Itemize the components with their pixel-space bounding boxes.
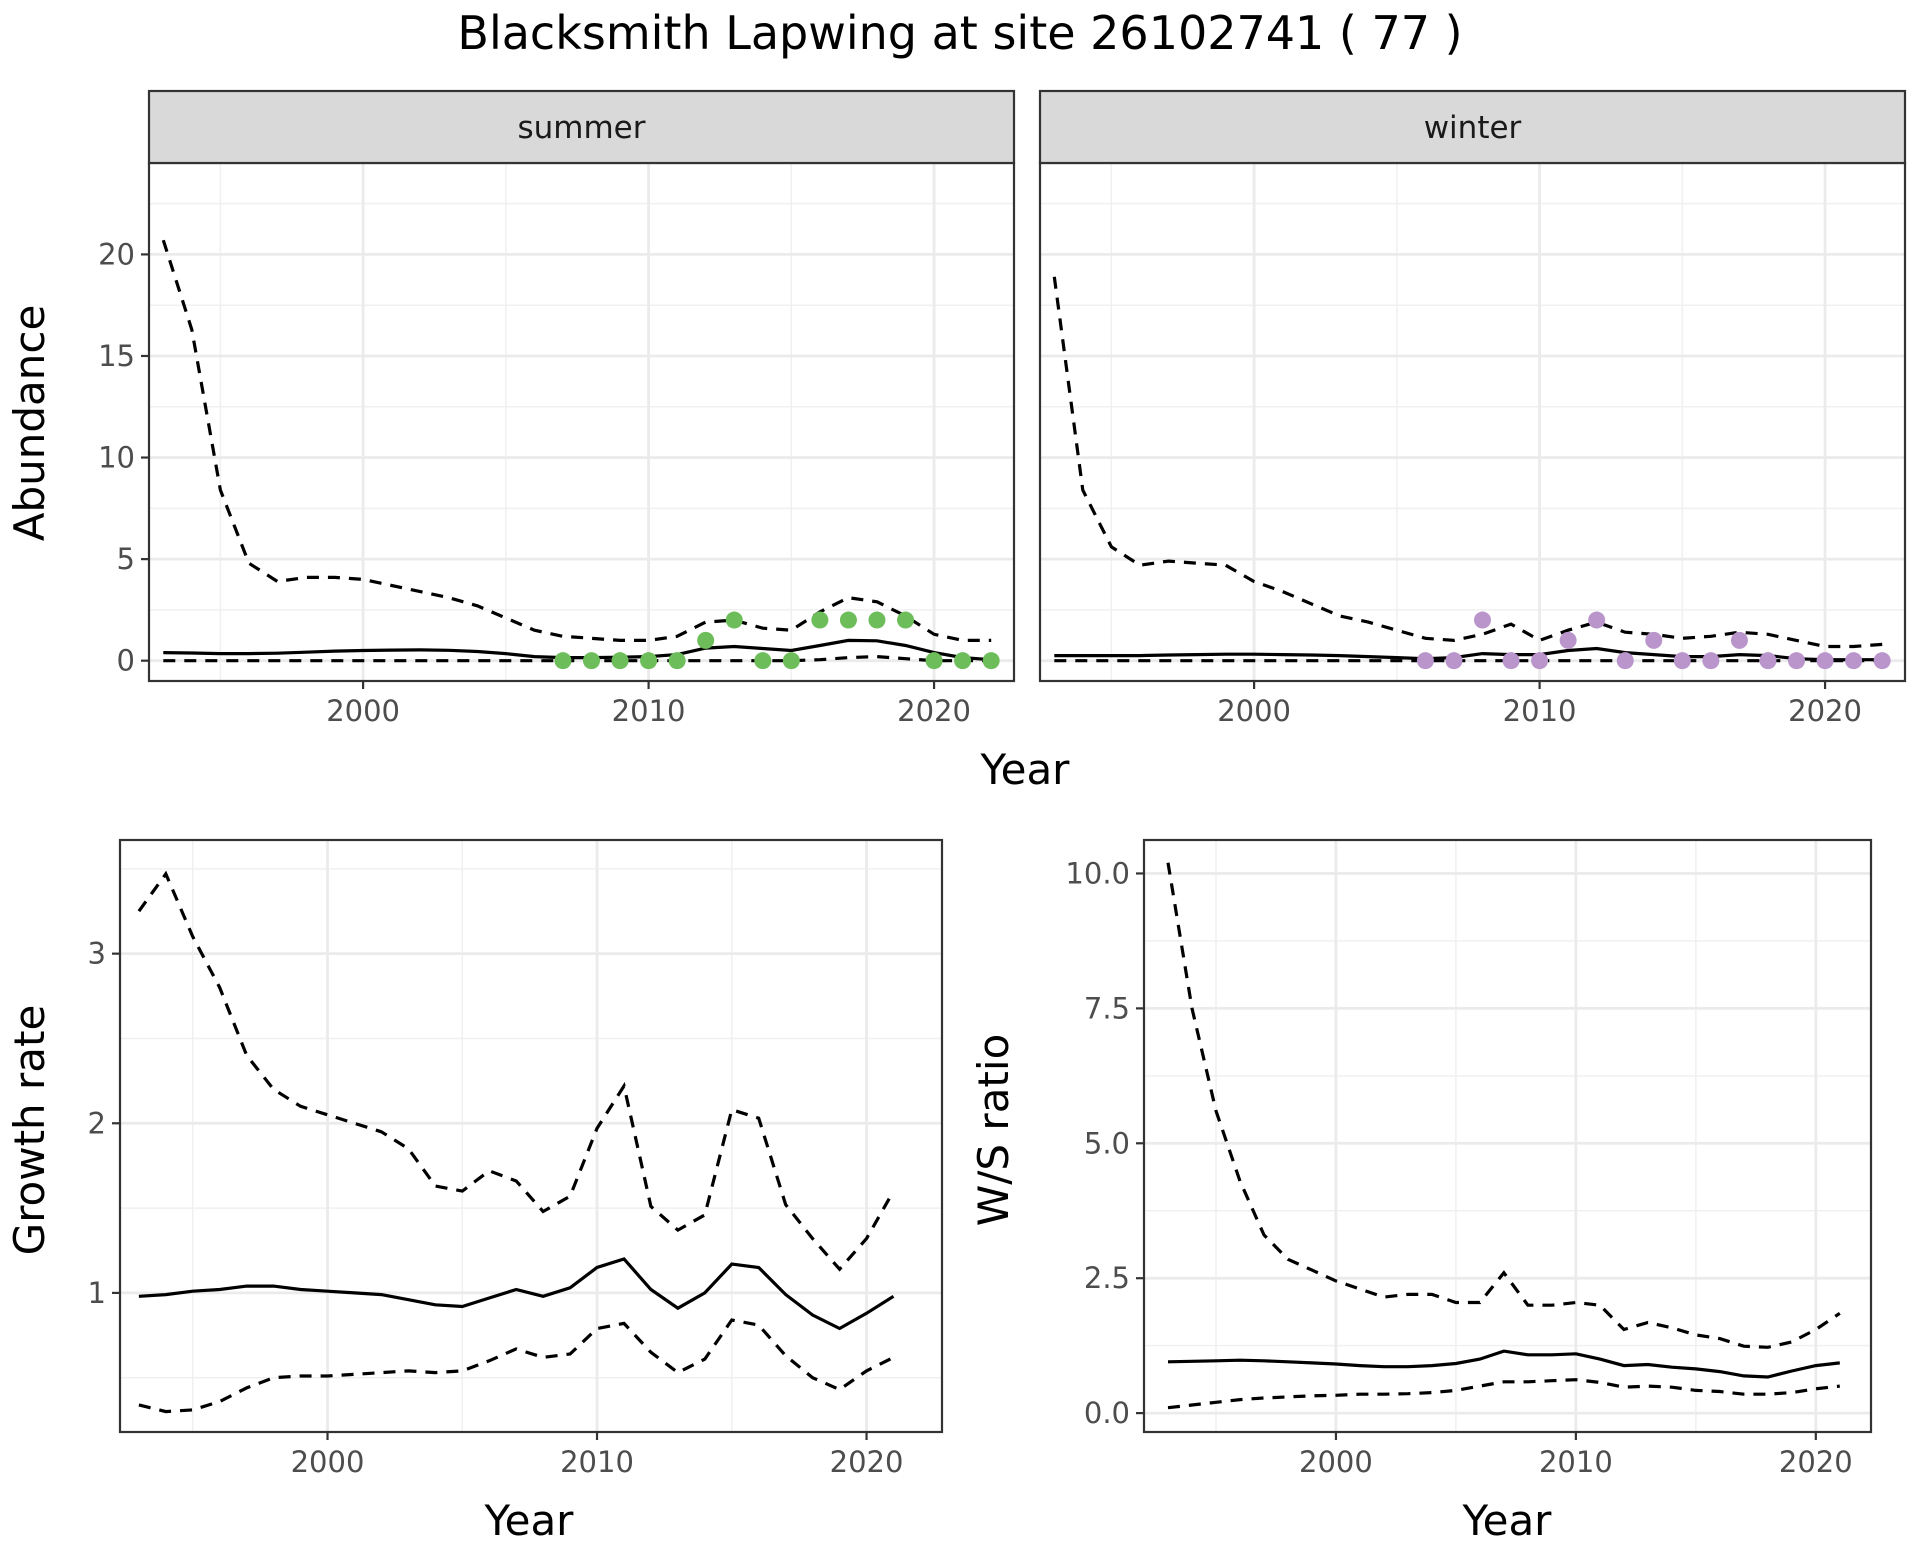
- observed-point: [1502, 652, 1520, 670]
- x-tick-label: 2000: [326, 694, 400, 728]
- upper-bound-line: [161, 239, 992, 642]
- facet-strip: [147, 89, 1016, 165]
- observed-point: [925, 652, 943, 670]
- y-tick-label: 3: [88, 937, 106, 971]
- facet-strip-label: winter: [1424, 110, 1522, 146]
- y-tick-label: 10: [98, 441, 135, 475]
- observed-point: [1816, 652, 1834, 670]
- panel-border: [118, 838, 944, 1434]
- observed-point: [1759, 652, 1777, 670]
- panel-background: [149, 163, 1014, 681]
- y-tick-label: 20: [98, 237, 135, 271]
- x-tick-label: 2000: [291, 1445, 365, 1479]
- observed-point: [982, 652, 1000, 670]
- series-lines: [1166, 862, 1841, 1410]
- mean-line: [1054, 646, 1883, 662]
- observed-point: [868, 611, 886, 629]
- observed-point: [839, 611, 857, 629]
- observed-point: [1673, 652, 1691, 670]
- observed-point: [725, 611, 743, 629]
- upper-bound-line: [1052, 276, 1883, 649]
- observed-point: [1588, 611, 1606, 629]
- observed-point: [640, 652, 658, 670]
- panel-background: [1040, 163, 1905, 681]
- facet-strip: [1038, 89, 1907, 165]
- observed-point: [611, 652, 629, 670]
- x-tick-label: 2000: [1299, 1445, 1373, 1479]
- panel-border: [1142, 838, 1873, 1434]
- observed-point: [1473, 611, 1491, 629]
- lower-bound-line: [138, 1318, 895, 1414]
- observed-point: [754, 652, 772, 670]
- y-tick-label: 2: [88, 1106, 106, 1140]
- x-tick-label: 2020: [897, 694, 971, 728]
- observed-point: [1702, 652, 1720, 670]
- y-tick-label: 5: [117, 542, 135, 576]
- y-tick-label: 15: [98, 339, 135, 373]
- ws-ratio-panel: 0.0 2.5 5.0 7.5 10.0 2000 2010 2020: [1065, 838, 1873, 1479]
- y-tick-label: 10.0: [1065, 856, 1130, 890]
- observed-point: [954, 652, 972, 670]
- lower-bound-line: [1167, 1378, 1840, 1410]
- growth-rate-panel: 1 2 3 2000 2010 2020: [88, 838, 944, 1479]
- x-tick-label: 2000: [1217, 694, 1291, 728]
- ratio-x-axis-title: Year: [1462, 1496, 1553, 1545]
- observed-point: [1559, 631, 1577, 649]
- x-tick-label: 2010: [1503, 694, 1577, 728]
- observed-point: [1845, 652, 1863, 670]
- facet-strip-label: summer: [517, 110, 645, 146]
- y-tick-label: 2.5: [1084, 1261, 1130, 1295]
- observed-points: [554, 611, 1000, 670]
- observed-point: [1416, 652, 1434, 670]
- mean-line: [138, 1257, 895, 1331]
- series-lines: [1052, 276, 1883, 663]
- figure-title: Blacksmith Lapwing at site 26102741 ( 77…: [457, 6, 1462, 60]
- series-lines: [161, 239, 992, 663]
- y-tick-label: 0: [117, 644, 135, 678]
- observed-points: [1416, 611, 1891, 670]
- abundance-panel-summer: 0 5 10 15 20 2000 2010 2020 summer: [98, 89, 1016, 728]
- observed-point: [1788, 652, 1806, 670]
- mean-line: [163, 638, 992, 662]
- observed-point: [554, 652, 572, 670]
- observed-point: [1873, 652, 1891, 670]
- observed-point: [668, 652, 686, 670]
- observed-point: [1531, 652, 1549, 670]
- y-tick-label: 0.0: [1084, 1396, 1130, 1430]
- mean-line: [1167, 1349, 1840, 1379]
- abundance-y-axis-title: Abundance: [5, 305, 54, 542]
- growth-y-axis-title: Growth rate: [5, 1005, 54, 1256]
- x-tick-label: 2020: [1788, 694, 1862, 728]
- series-lines: [137, 870, 895, 1414]
- y-tick-label: 1: [88, 1276, 106, 1310]
- y-tick-label: 7.5: [1084, 991, 1130, 1025]
- panel-background: [120, 840, 942, 1432]
- ratio-y-axis-title: W/S ratio: [969, 1034, 1018, 1227]
- gridlines: [149, 163, 1014, 681]
- panel-background: [1144, 840, 1871, 1432]
- abundance-x-axis-title: Year: [980, 745, 1071, 794]
- x-tick-label: 2020: [830, 1445, 904, 1479]
- lower-bound-line: [163, 654, 992, 663]
- observed-point: [782, 652, 800, 670]
- x-tick-label: 2010: [560, 1445, 634, 1479]
- upper-bound-line: [1166, 862, 1841, 1349]
- observed-point: [1445, 652, 1463, 670]
- upper-bound-line: [137, 870, 895, 1272]
- x-tick-label: 2010: [612, 694, 686, 728]
- x-tick-label: 2010: [1539, 1445, 1613, 1479]
- observed-point: [897, 611, 915, 629]
- x-tick-label: 2020: [1779, 1445, 1853, 1479]
- growth-x-axis-title: Year: [484, 1496, 575, 1545]
- observed-point: [697, 631, 715, 649]
- observed-point: [811, 611, 829, 629]
- observed-point: [1730, 631, 1748, 649]
- observed-point: [1645, 631, 1663, 649]
- abundance-panel-winter: 2000 2010 2020 winter: [1038, 89, 1907, 728]
- y-tick-label: 5.0: [1084, 1126, 1130, 1160]
- observed-point: [582, 652, 600, 670]
- observed-point: [1616, 652, 1634, 670]
